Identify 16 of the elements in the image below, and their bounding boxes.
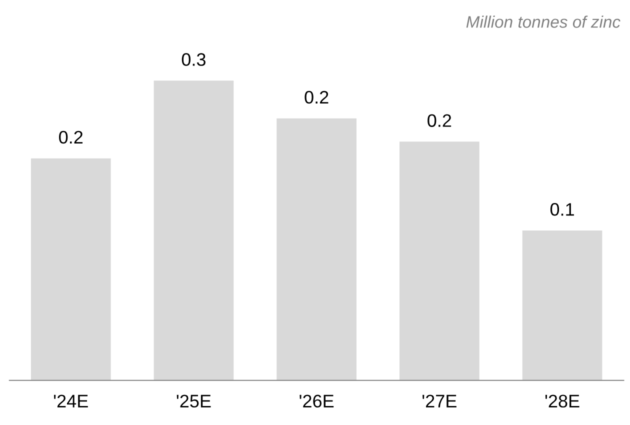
bar	[276, 118, 356, 380]
x-tick-label: '28E	[545, 394, 580, 408]
x-tick-label: '25E	[176, 394, 211, 408]
x-tick-label: '26E	[300, 394, 334, 408]
data-label: 0.2	[304, 90, 328, 104]
data-label: 0.2	[428, 114, 452, 127]
bar	[154, 80, 234, 380]
data-label: 0.3	[182, 53, 206, 66]
bar	[522, 230, 602, 380]
text: Million tonnes of zinc	[466, 16, 620, 28]
data-label: 0.1	[550, 203, 574, 216]
bar	[30, 158, 111, 380]
data-label: 0.2	[59, 130, 83, 144]
bar	[400, 142, 480, 380]
x-tick-label: '27E	[422, 394, 456, 408]
x-tick-label: '24E	[54, 394, 88, 408]
